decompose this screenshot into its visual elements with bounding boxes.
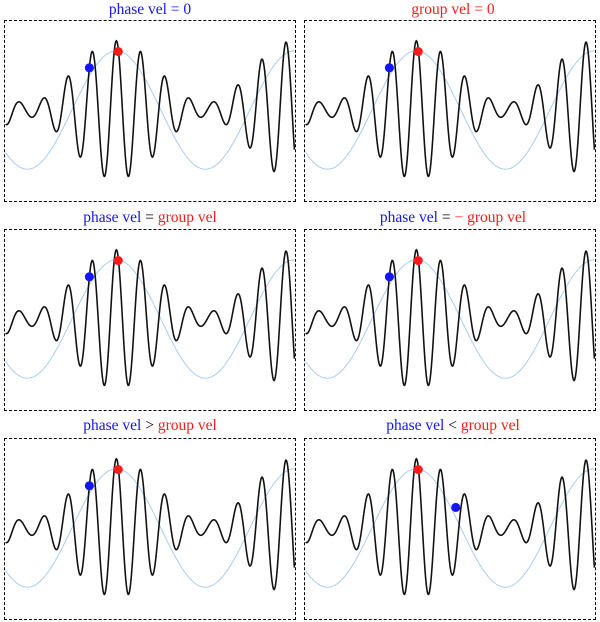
- wave-curve: [305, 248, 595, 387]
- wave-panel: [304, 20, 596, 202]
- title-part: =: [141, 209, 158, 226]
- wave-panel: [4, 438, 296, 620]
- envelope-curve: [5, 468, 295, 588]
- group-marker-dot: [413, 465, 423, 475]
- wave-plot: [5, 248, 295, 387]
- wave-plot: [5, 457, 295, 596]
- title-part: − group vel: [454, 209, 527, 226]
- panel-title: phase vel = group vel: [0, 209, 300, 227]
- title-part: <: [444, 417, 461, 434]
- panel-title: phase vel > group vel: [0, 417, 300, 435]
- wave-panel: [304, 438, 596, 620]
- wave-curve: [5, 39, 295, 178]
- phase-marker-dot: [84, 272, 94, 282]
- envelope-curve: [5, 50, 295, 170]
- title-part: phase vel = 0: [108, 1, 192, 18]
- wave-plot: [305, 248, 595, 387]
- envelope-curve: [305, 259, 595, 379]
- phase-marker-dot: [451, 502, 461, 512]
- phase-marker-dot: [384, 63, 394, 73]
- group-marker-dot: [113, 465, 123, 475]
- envelope-curve: [305, 50, 595, 170]
- wave-panel: [304, 229, 596, 411]
- title-part: >: [141, 417, 158, 434]
- panel-title: phase vel = − group vel: [303, 209, 600, 227]
- wave-panel: [4, 229, 296, 411]
- group-marker-dot: [413, 47, 423, 57]
- group-marker-dot: [413, 256, 423, 266]
- phase-marker-dot: [84, 63, 94, 73]
- envelope-curve: [5, 259, 295, 379]
- wave-curve: [5, 248, 295, 387]
- wave-curve: [5, 457, 295, 596]
- phase-marker-dot: [84, 481, 94, 491]
- title-part: phase vel: [83, 209, 142, 226]
- wave-plot: [305, 457, 595, 596]
- wave-panel: [4, 20, 296, 202]
- panel-title: phase vel = 0: [0, 1, 300, 19]
- title-part: group vel: [460, 417, 520, 434]
- title-part: phase vel: [83, 417, 142, 434]
- wave-plot: [305, 39, 595, 178]
- group-marker-dot: [113, 47, 123, 57]
- title-part: group vel: [157, 417, 217, 434]
- wave-curve: [305, 39, 595, 178]
- title-part: group vel: [157, 209, 217, 226]
- title-part: =: [438, 209, 455, 226]
- panel-title: phase vel < group vel: [303, 417, 600, 435]
- panel-title: group vel = 0: [303, 1, 600, 19]
- wave-curve: [305, 457, 595, 596]
- envelope-curve: [305, 468, 595, 588]
- title-part: group vel = 0: [411, 1, 495, 18]
- group-marker-dot: [113, 256, 123, 266]
- title-part: phase vel: [379, 209, 438, 226]
- phase-marker-dot: [384, 272, 394, 282]
- title-part: phase vel: [386, 417, 445, 434]
- wave-plot: [5, 39, 295, 178]
